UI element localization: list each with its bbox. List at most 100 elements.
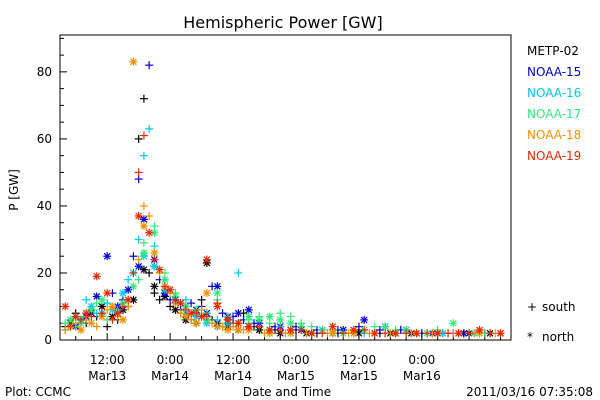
south-marker xyxy=(150,289,159,298)
north-marker xyxy=(139,265,148,274)
north-marker xyxy=(97,295,106,304)
y-tick-label: 60 xyxy=(37,132,52,146)
north-marker xyxy=(124,295,133,304)
south-marker xyxy=(108,315,117,324)
x-tick-label-date: Mar15 xyxy=(340,369,378,383)
north-marker xyxy=(276,315,285,324)
north-marker xyxy=(223,325,232,334)
north-marker xyxy=(129,57,138,66)
south-marker xyxy=(286,312,295,321)
south-marker xyxy=(213,315,222,324)
north-marker xyxy=(349,325,358,334)
north-marker xyxy=(328,329,337,338)
north-marker xyxy=(71,312,80,321)
south-marker xyxy=(134,175,143,184)
legend-entry: NOAA-19 xyxy=(527,149,581,163)
x-tick-label-date: Mar13 xyxy=(88,369,126,383)
south-marker xyxy=(297,325,306,334)
south-marker xyxy=(197,295,206,304)
x-tick-label-time: 0:00 xyxy=(283,353,310,367)
north-marker xyxy=(307,329,316,338)
north-marker xyxy=(475,325,484,334)
south-marker xyxy=(139,131,148,140)
north-marker xyxy=(449,319,458,328)
north-marker xyxy=(134,262,143,271)
north-marker xyxy=(150,262,159,271)
y-axis: 0 20 40 60 80 xyxy=(37,37,67,347)
south-marker xyxy=(444,329,453,338)
marker-legend-label: north xyxy=(542,330,574,344)
north-marker xyxy=(61,302,70,311)
north-marker xyxy=(202,255,211,264)
north-marker xyxy=(118,315,127,324)
y-axis-label: P [GW] xyxy=(7,169,21,211)
legend: METP-02 NOAA-15 NOAA-16 NOAA-17 NOAA-18 NOAA-… xyxy=(527,44,581,163)
north-marker xyxy=(176,299,185,308)
south-marker xyxy=(381,329,390,338)
x-tick-label-time: 12:00 xyxy=(342,353,377,367)
north-marker xyxy=(160,275,169,284)
marker-legend-symbol: + xyxy=(527,300,537,314)
north-marker xyxy=(118,289,127,298)
south-marker xyxy=(145,211,154,220)
data-points xyxy=(61,57,505,338)
south-marker xyxy=(465,329,474,338)
south-marker xyxy=(134,168,143,177)
north-marker xyxy=(87,319,96,328)
south-marker xyxy=(139,201,148,210)
north-marker xyxy=(370,329,379,338)
south-marker xyxy=(66,322,75,331)
south-marker xyxy=(276,309,285,318)
north-marker xyxy=(496,329,505,338)
south-marker xyxy=(370,322,379,331)
south-marker xyxy=(124,275,133,284)
north-marker xyxy=(103,252,112,261)
north-marker xyxy=(129,282,138,291)
north-marker xyxy=(328,322,337,331)
north-marker xyxy=(187,309,196,318)
north-marker xyxy=(244,322,253,331)
x-tick-label-date: Mar15 xyxy=(277,369,315,383)
chart-title: Hemispheric Power [GW] xyxy=(183,13,382,32)
north-marker xyxy=(134,211,143,220)
y-tick-label: 40 xyxy=(37,199,52,213)
x-tick-label-time: 12:00 xyxy=(90,353,125,367)
north-marker xyxy=(82,309,91,318)
south-marker xyxy=(150,222,159,231)
north-marker xyxy=(244,305,253,314)
south-marker xyxy=(265,319,274,328)
south-marker xyxy=(139,94,148,103)
south-marker xyxy=(402,329,411,338)
legend-entry: METP-02 xyxy=(527,44,579,58)
x-tick-label-time: 0:00 xyxy=(408,353,435,367)
south-marker xyxy=(197,305,206,314)
south-marker xyxy=(145,61,154,70)
footer-center: Date and Time xyxy=(243,385,331,399)
south-marker xyxy=(103,322,112,331)
north-marker xyxy=(213,289,222,298)
south-marker xyxy=(339,329,348,338)
south-marker xyxy=(307,322,316,331)
y-tick-label: 80 xyxy=(37,65,52,79)
x-axis: 12:00 Mar13 0:00 Mar14 12:00 Mar14 0:00 Mar15 12… xyxy=(59,333,502,383)
south-marker xyxy=(134,235,143,244)
north-marker xyxy=(412,329,421,338)
south-marker xyxy=(97,309,106,318)
south-marker xyxy=(423,329,432,338)
footer-left: Plot: CCMC xyxy=(5,385,71,399)
x-tick-label-date: Mar14 xyxy=(214,369,252,383)
south-marker xyxy=(139,151,148,160)
y-tick-label: 20 xyxy=(37,266,52,280)
south-marker xyxy=(360,325,369,334)
north-marker xyxy=(202,289,211,298)
south-marker xyxy=(82,295,91,304)
x-tick-label-time: 0:00 xyxy=(157,353,184,367)
north-marker xyxy=(286,325,295,334)
north-marker xyxy=(181,312,190,321)
north-marker xyxy=(113,309,122,318)
north-marker xyxy=(454,329,463,338)
north-marker xyxy=(97,302,106,311)
south-marker xyxy=(134,275,143,284)
marker-legend-label: south xyxy=(542,300,576,314)
